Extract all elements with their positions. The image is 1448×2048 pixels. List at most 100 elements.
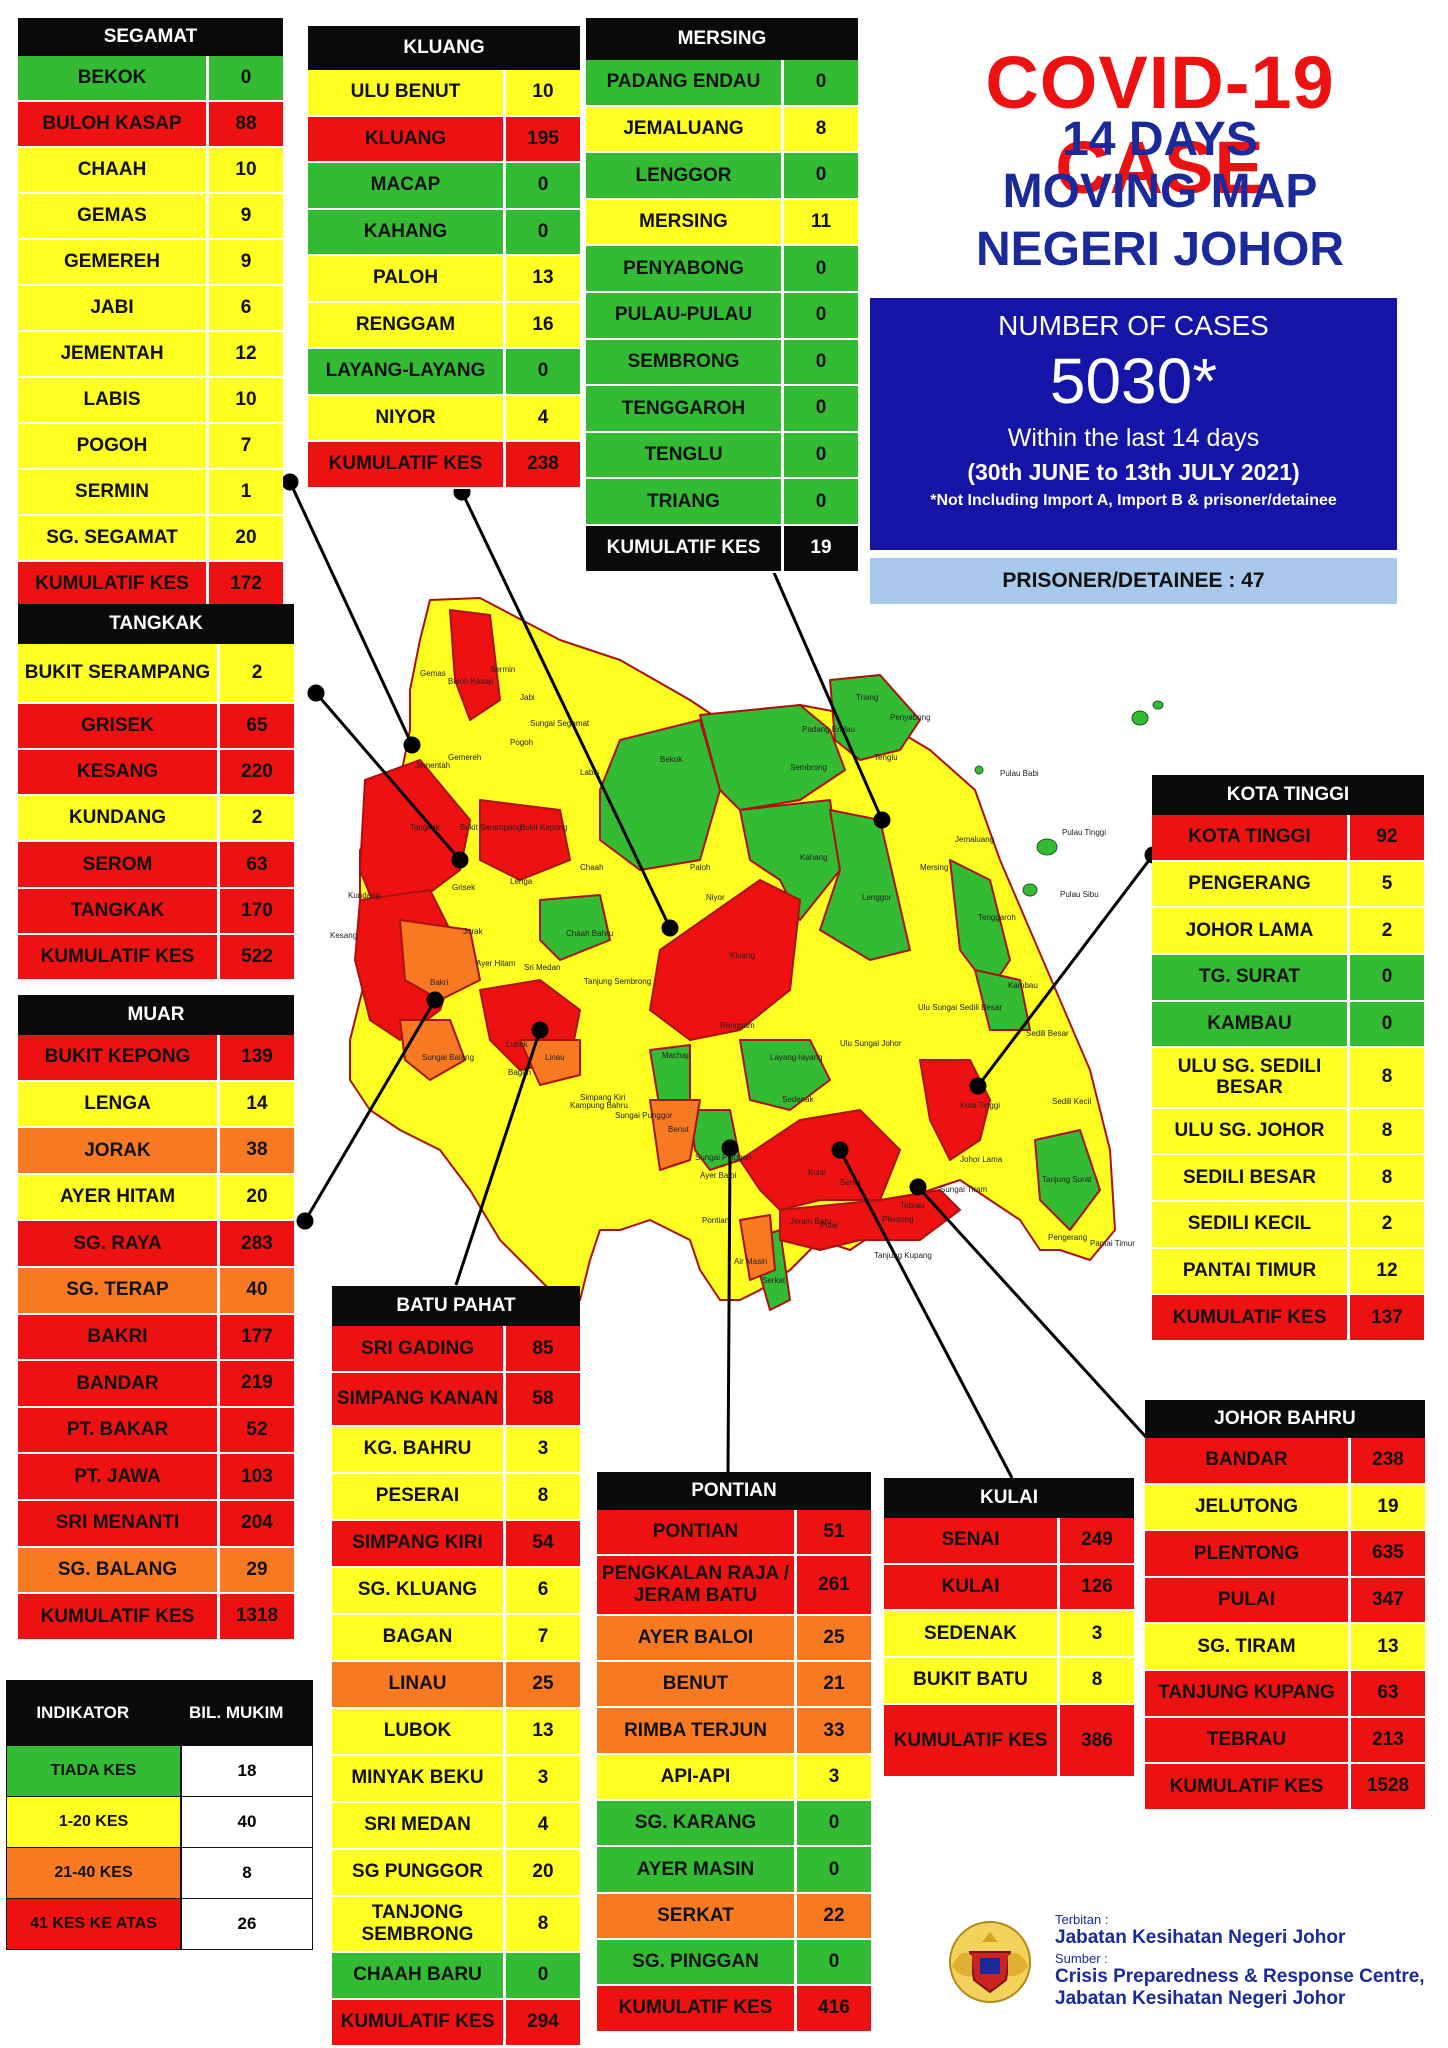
map-region-serkat: [739, 1214, 776, 1281]
case-count: 2: [251, 661, 263, 683]
johor-crest-icon: [949, 1921, 1031, 2003]
mukim-name: PESERAI: [332, 1473, 506, 1519]
mukim-name: TENGLU: [586, 432, 784, 478]
case-count: 204: [241, 1512, 273, 1534]
map-region-bukit-kepong: [479, 799, 571, 881]
table-row: SIMPANG KIRI 54: [332, 1520, 580, 1568]
case-count: 283: [241, 1232, 273, 1254]
table-row: BANDAR 238: [1145, 1438, 1425, 1485]
case-count: 12: [1376, 1259, 1398, 1281]
mukim-name: TG. SURAT: [1152, 955, 1350, 1000]
case-count: 0: [537, 174, 549, 196]
table-row: BANDAR 219: [18, 1361, 294, 1408]
case-count: 2: [251, 807, 263, 829]
case-count: 522: [241, 946, 273, 968]
mukim-name: TANGKAK: [18, 888, 220, 934]
table-row: JABI 6: [18, 286, 283, 332]
mukim-name: LUBOK: [332, 1708, 506, 1754]
mukim-name: BUKIT KEPONG: [18, 1035, 220, 1080]
table-row: CHAAH BARU 0: [332, 1952, 580, 2000]
table-row: SERMIN 1: [18, 470, 283, 516]
table-row: SG. RAYA 283: [18, 1221, 294, 1268]
table-pontian: PONTIAN PONTIAN 51 PENGKALAN RAJA / JERAM B…: [597, 1472, 871, 2033]
mukim-name: JABI: [18, 286, 209, 330]
cumulative-row: KUMULATIF KES 1318: [18, 1594, 294, 1641]
map-label: Ulu Sungai Sedili Besar: [918, 1003, 1002, 1012]
case-count: 8: [537, 1485, 549, 1507]
map-region-triang: [829, 674, 921, 761]
map-label: Kulai: [808, 1168, 826, 1177]
map-label: Chaah Bahru: [566, 929, 613, 938]
map-label: Jorak: [463, 927, 484, 936]
case-count: 2: [1381, 919, 1393, 941]
case-count: 0: [828, 1951, 840, 1973]
table-row: POGOH 7: [18, 424, 283, 470]
mukim-name: KUMULATIF KES: [332, 1999, 506, 2045]
connector-kluang: [460, 491, 672, 929]
case-count: 195: [527, 127, 559, 149]
case-count: 19: [1377, 1495, 1399, 1517]
table-row: RENGGAM 16: [308, 302, 580, 349]
map-label: Ulu Sungai Johor: [840, 1039, 902, 1048]
map-label: Bekok: [660, 755, 683, 764]
case-count: 8: [815, 117, 827, 139]
legend-label: 1-20 KES: [7, 1797, 182, 1847]
mukim-name: KAHANG: [308, 209, 506, 254]
case-count: 294: [527, 2011, 559, 2033]
table-row: MACAP 0: [308, 163, 580, 210]
table-row: JOHOR LAMA 2: [1152, 908, 1424, 956]
case-count: 33: [823, 1719, 845, 1741]
map-region-bekok: [599, 719, 721, 871]
case-count: 7: [537, 1626, 549, 1648]
mukim-name: JEMENTAH: [18, 332, 209, 376]
mukim-name: TENGGAROH: [586, 386, 784, 431]
case-count: 137: [1371, 1306, 1403, 1328]
case-count: 0: [815, 71, 827, 93]
table-row: PANTAI TIMUR 12: [1152, 1248, 1424, 1296]
case-count: 2: [1381, 1213, 1393, 1235]
case-count: 0: [537, 1964, 549, 1986]
district-header: SEGAMAT: [18, 18, 283, 56]
credits-publisher: Jabatan Kesihatan Negeri Johor: [1055, 1927, 1346, 1948]
mukim-name: ULU SG. JOHOR: [1152, 1108, 1350, 1154]
map-label: Kambau: [1008, 981, 1038, 990]
mukim-name: BULOH KASAP: [18, 102, 209, 146]
connector-end-kota-tinggi: [969, 1077, 987, 1095]
table-row: KLUANG 195: [308, 116, 580, 163]
connector-kulai: [838, 1149, 1014, 1479]
map-label: Tangkak: [410, 823, 441, 832]
mukim-name: KUMULATIF KES: [1152, 1295, 1350, 1340]
mukim-name: PLENTONG: [1145, 1531, 1351, 1576]
table-row: BUKIT BATU 8: [884, 1658, 1134, 1705]
table-row: SEDILI KECIL 2: [1152, 1201, 1424, 1249]
credits-source-1: Crisis Preparedness & Response Centre,: [1055, 1966, 1425, 1987]
table-tangkak: TANGKAK BUKIT SERAMPANG 2 GRISEK 65 KESANG 220…: [18, 604, 294, 982]
case-count: 0: [537, 220, 549, 242]
table-row: PT. JAWA 103: [18, 1454, 294, 1501]
cumulative-row: KUMULATIF KES 172: [18, 562, 283, 608]
mukim-name: GEMAS: [18, 194, 209, 238]
map-region-kambau: [974, 969, 1031, 1031]
table-row: SG PUNGGOR 20: [332, 1849, 580, 1897]
map-label: Senai: [840, 1178, 861, 1187]
legend-count: 40: [182, 1797, 312, 1847]
map-label: Niyor: [706, 893, 725, 902]
map-island-east: [974, 765, 984, 775]
map-label: Plentong: [882, 1215, 914, 1224]
mukim-name: SEDILI KECIL: [1152, 1201, 1350, 1247]
mukim-name: KUMULATIF KES: [18, 1594, 220, 1639]
table-row: BULOH KASAP 88: [18, 102, 283, 148]
mukim-name: AYER BALOI: [597, 1615, 797, 1661]
table-row: RIMBA TERJUN 33: [597, 1708, 871, 1755]
map-region-benut: [649, 1099, 701, 1171]
mukim-name: SEDILI BESAR: [1152, 1155, 1350, 1200]
case-count: 4: [537, 406, 549, 428]
map-label: Kota Tinggi: [960, 1101, 1000, 1110]
mukim-name: AYER HITAM: [18, 1174, 220, 1220]
case-count: 11: [810, 211, 832, 233]
table-row: MINYAK BEKU 3: [332, 1755, 580, 1803]
district-header: KULAI: [884, 1478, 1134, 1518]
case-count: 21: [823, 1673, 845, 1695]
connector-end-jb: [909, 1178, 927, 1196]
mukim-name: SEROM: [18, 842, 220, 887]
